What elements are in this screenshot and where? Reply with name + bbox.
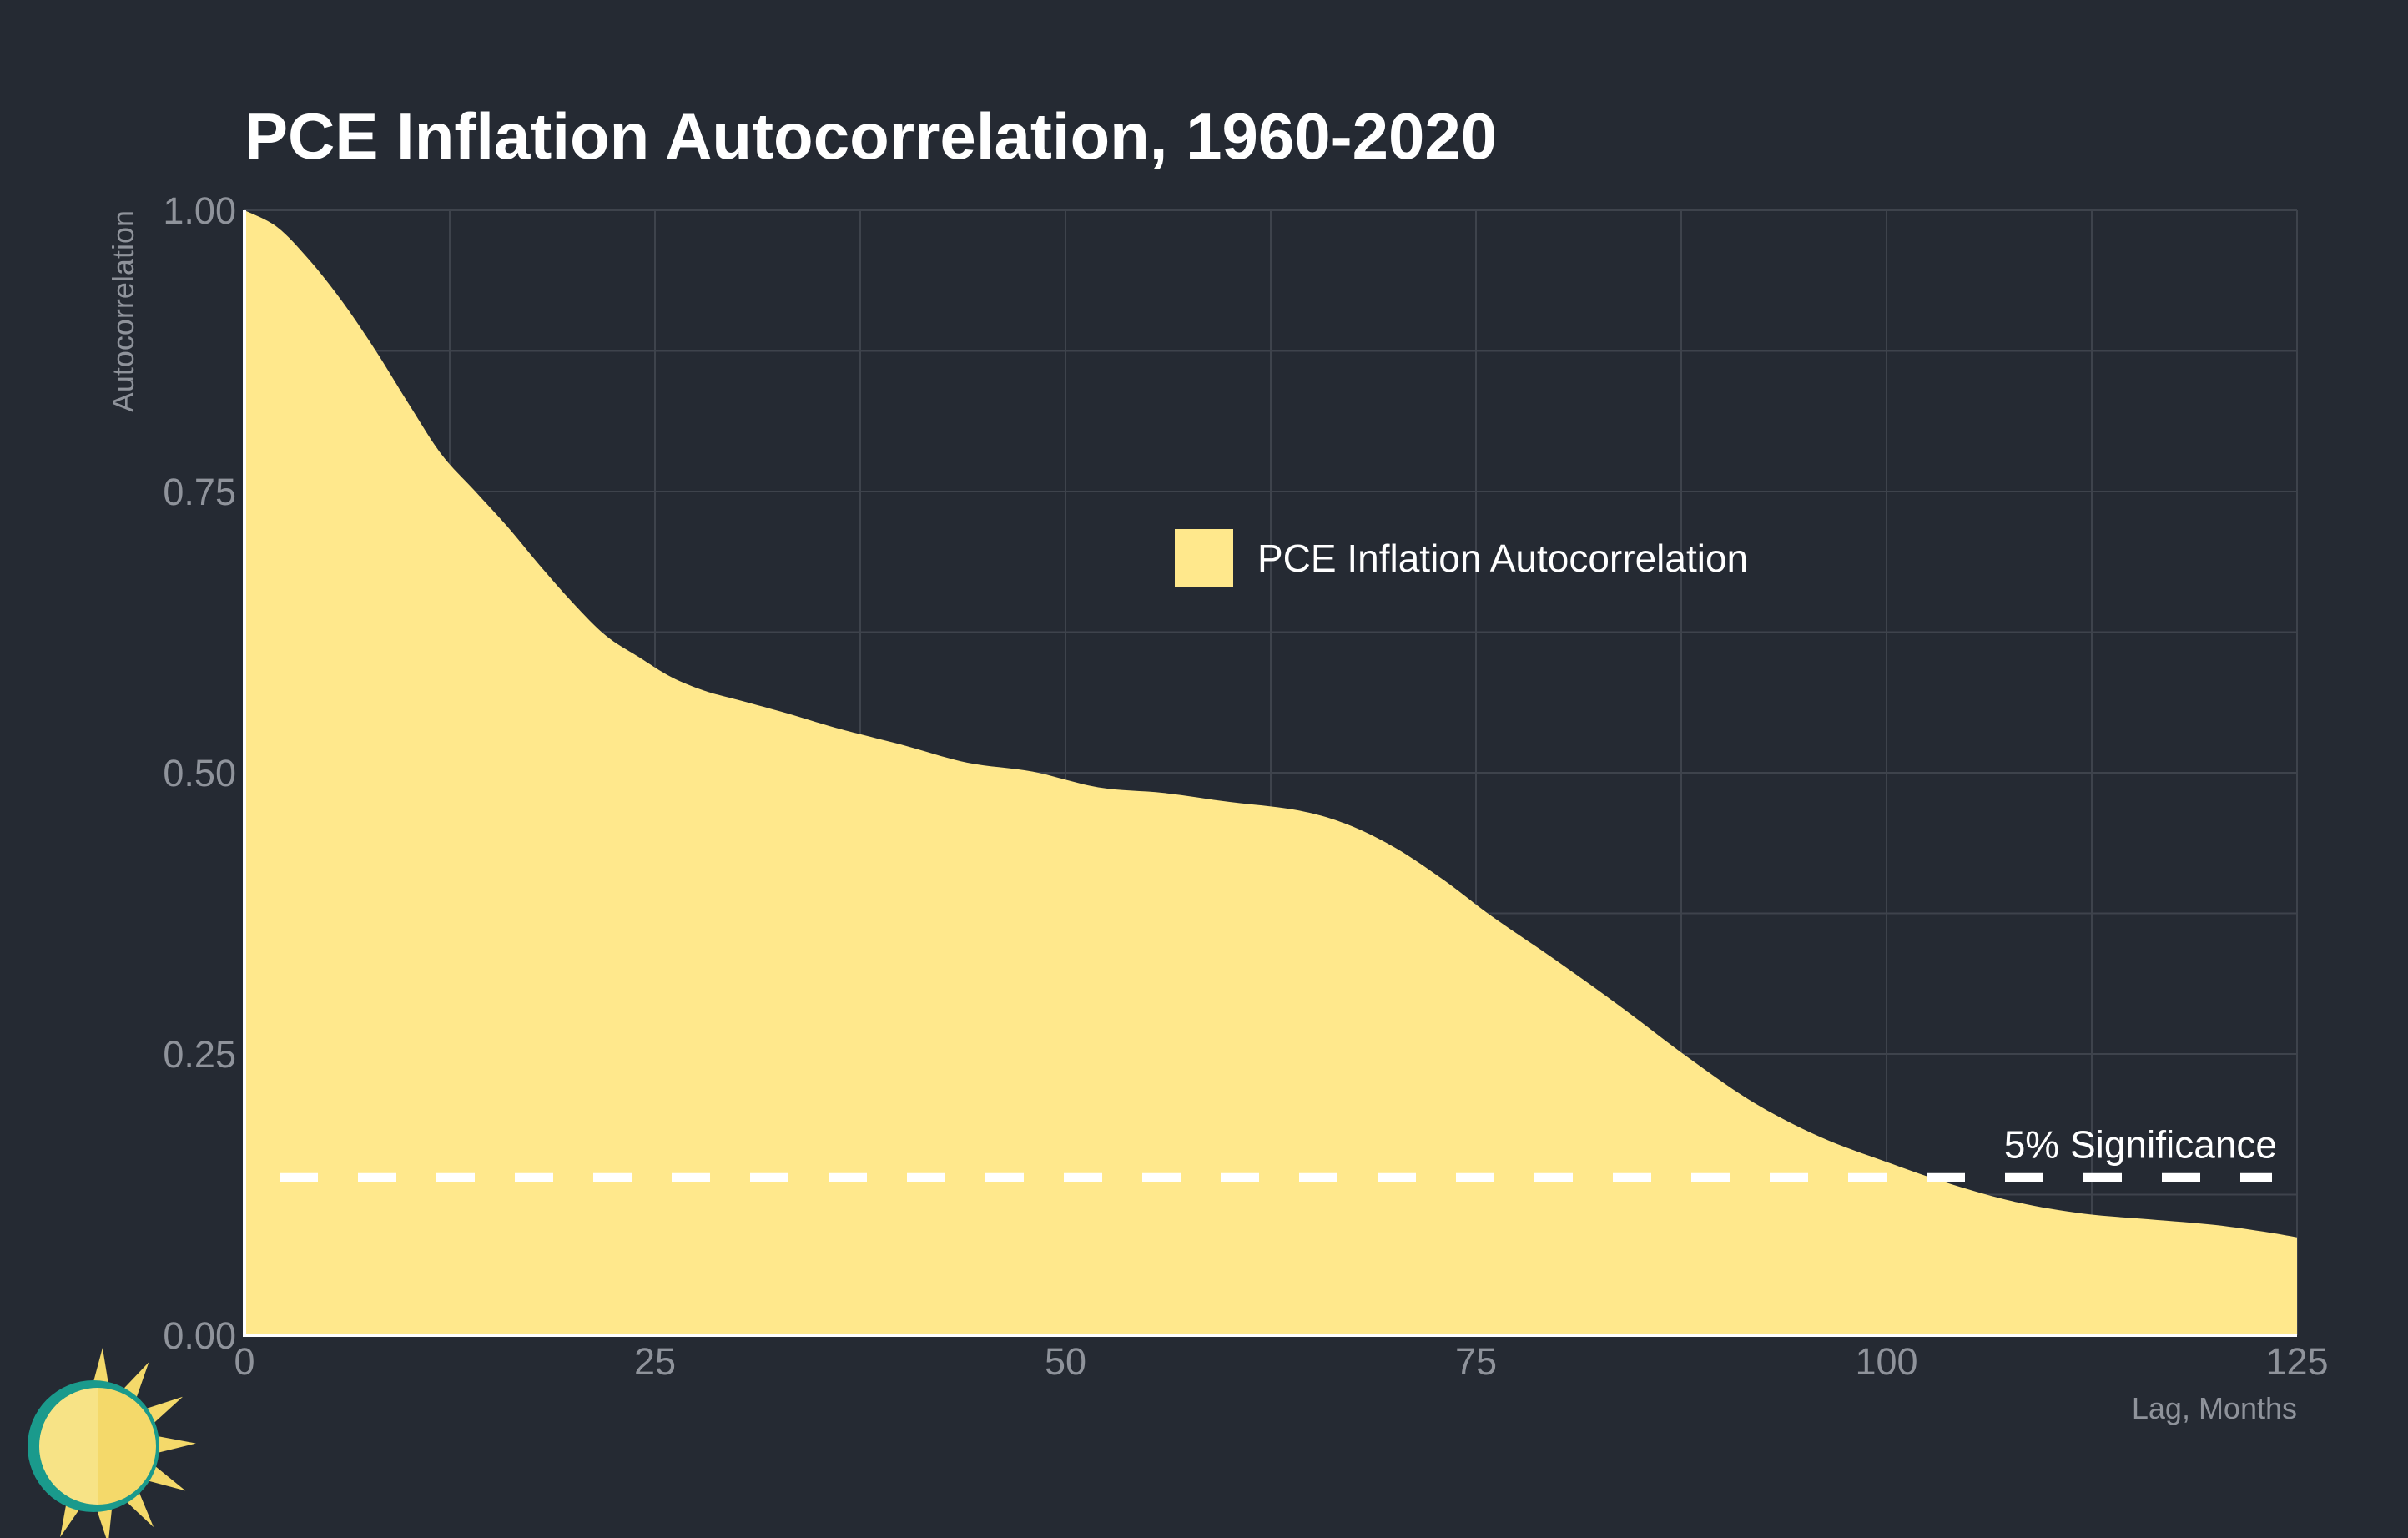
x-tick-label: 0 <box>234 1340 254 1383</box>
sun-ray <box>147 1465 186 1491</box>
x-tick-label: 50 <box>1045 1340 1086 1383</box>
x-tick-label: 25 <box>634 1340 676 1383</box>
x-axis-title: Lag, Months <box>2132 1391 2297 1425</box>
x-tick-label: 75 <box>1455 1340 1497 1383</box>
x-tick-labels: 0 25 50 75 100 125 <box>234 1340 2328 1383</box>
y-tick-labels: 0.00 0.25 0.50 0.75 1.00 <box>163 189 236 1357</box>
y-axis-title: Autocorrelation <box>106 210 140 412</box>
chart-title: PCE Inflation Autocorrelation, 1960-2020 <box>244 99 1497 173</box>
y-tick-label: 0.00 <box>163 1314 236 1357</box>
area-layer <box>244 210 2297 1335</box>
legend: PCE Inflation Autocorrelation <box>1175 529 1748 587</box>
sun-ray <box>92 1348 109 1388</box>
logo-highlight <box>39 1388 98 1505</box>
y-tick-label: 1.00 <box>163 189 236 232</box>
y-tick-label: 0.75 <box>163 471 236 513</box>
sun-ray <box>144 1396 184 1424</box>
legend-swatch <box>1175 529 1233 587</box>
axes <box>243 210 2297 1337</box>
legend-label: PCE Inflation Autocorrelation <box>1257 537 1748 580</box>
significance-label: 5% Significance <box>2004 1122 2277 1166</box>
sun-ray <box>156 1435 196 1454</box>
area-series-pce-autocorrelation <box>244 210 2297 1335</box>
sun-ray <box>95 1504 113 1538</box>
x-tick-label: 125 <box>2265 1340 2328 1383</box>
x-tick-label: 100 <box>1855 1340 1917 1383</box>
y-tick-label: 0.25 <box>163 1033 236 1076</box>
sun-logo-icon <box>28 1348 196 1538</box>
y-tick-label: 0.50 <box>163 752 236 794</box>
